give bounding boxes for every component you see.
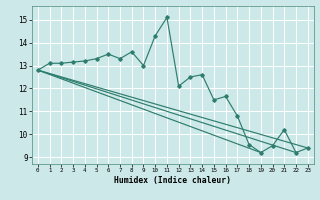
X-axis label: Humidex (Indice chaleur): Humidex (Indice chaleur) xyxy=(114,176,231,185)
